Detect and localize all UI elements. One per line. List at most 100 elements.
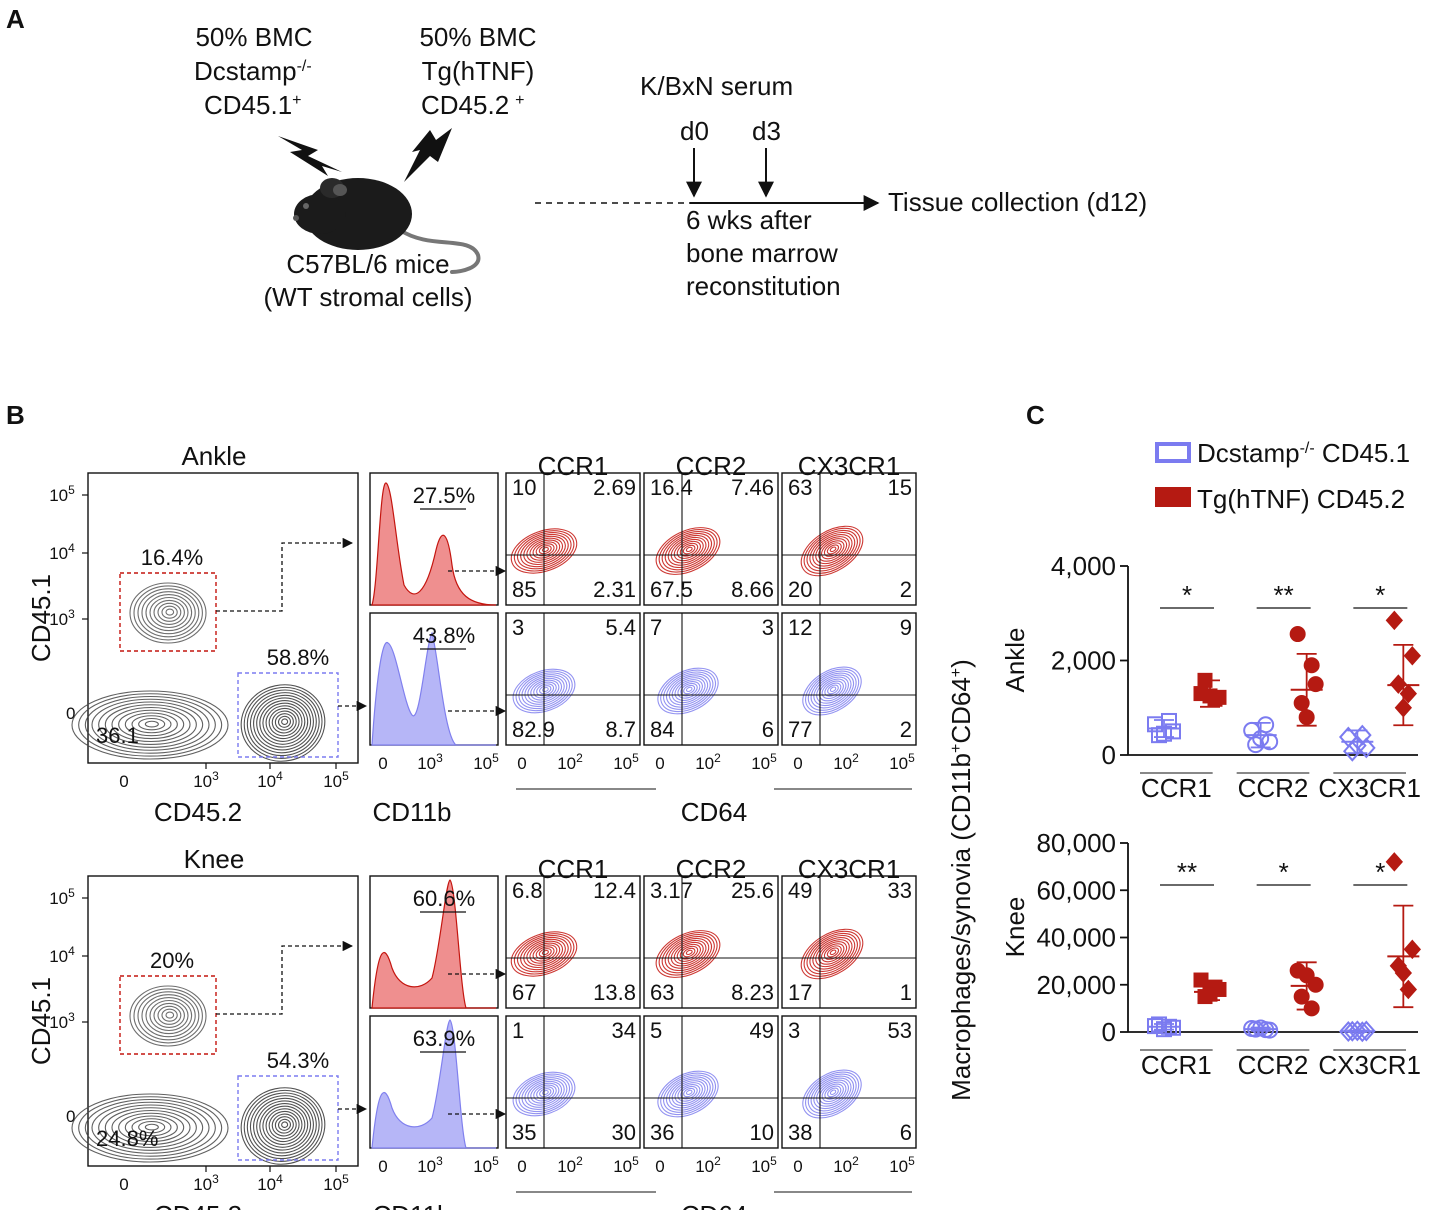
- knee-xtick-1-exp: 4: [276, 1172, 283, 1186]
- knee-quad-xtick-5: 105: [889, 1154, 915, 1176]
- legend-ko-sup: -/-: [1300, 440, 1315, 457]
- ankle-cd452-population-ring: [274, 713, 294, 731]
- knee-ytick-1-base: 10: [49, 947, 68, 966]
- ankle-cd451-population-ring: [129, 582, 207, 644]
- ankle-hist-xtick-3-exp: 3: [436, 751, 443, 765]
- ankle-hist-xtick-zero: 0: [378, 754, 387, 773]
- knee-quad-xtick-2-base: 10: [695, 1157, 714, 1176]
- ankle-negative-population-ring: [124, 712, 178, 737]
- ankle-quad-xtick-2-exp: 2: [576, 751, 583, 765]
- ankle-quad-lr: 6: [762, 717, 774, 742]
- knee-quad-xtick-5-base: 10: [613, 1157, 632, 1176]
- significance-mark: *: [1375, 580, 1385, 610]
- knee-cd451-population-ring: [153, 1002, 185, 1028]
- knee-quad-contour-ring: [541, 949, 549, 956]
- knee-ytick-2-exp: 3: [68, 1010, 75, 1024]
- ankle-quad-xtick-zero: 0: [793, 754, 802, 773]
- ankle-quad-ul: 10: [512, 475, 536, 500]
- knee-quad-frame: [643, 1015, 779, 1149]
- ankle-quad-contour-ring: [542, 686, 549, 693]
- knee-negative-population-ring: [78, 1096, 223, 1160]
- ankle-quad-contour-ring: [657, 667, 719, 715]
- knee-cd451-population-ring: [137, 991, 200, 1041]
- knee-quad-contour-ring: [685, 949, 693, 956]
- ankle-quad-frame: [643, 612, 779, 746]
- ankle-cd451-population-ring: [137, 588, 200, 638]
- donor2-line2: Tg(hTNF): [422, 56, 535, 86]
- knee-cd452-population-ring: [274, 1116, 294, 1134]
- ankle-cd452-population-ring: [271, 710, 297, 734]
- ankle-quad-xtick-5-exp: 5: [632, 751, 639, 765]
- knee-ytick-2: 103: [49, 1010, 75, 1032]
- knee-quad-xtick-zero: 0: [517, 1157, 526, 1176]
- knee-quad-lr: 30: [612, 1120, 636, 1145]
- ankle-quad-xtick-5-exp: 5: [908, 751, 915, 765]
- ankle-quad-contour-ring: [809, 531, 856, 570]
- ankle-quad-contour-ring: [806, 529, 858, 572]
- ankle-cd452-population-ring: [281, 718, 289, 725]
- ankle-quad-contour-ring: [671, 677, 706, 704]
- legend-ko-label: Dcstamp-/- CD45.1: [1197, 438, 1410, 468]
- knee-hist-xtick-5: 105: [473, 1154, 499, 1176]
- data-point: [1403, 646, 1422, 666]
- knee-cd452-population-ring: [268, 1110, 300, 1140]
- knee-quad-ur: 53: [888, 1018, 912, 1043]
- donor1-line1: 50% BMC: [195, 22, 312, 52]
- knee-cd451-population-ring: [149, 999, 189, 1032]
- chart-title-1: Knee: [1000, 897, 1030, 958]
- ankle-cd452-population-ring: [256, 697, 312, 748]
- knee-cd452-population-ring: [281, 1121, 289, 1128]
- ankle-quad-contour: [512, 668, 576, 714]
- ankle-quad-contour-ring: [812, 534, 853, 567]
- knee-quad-contour-ring: [683, 1087, 696, 1098]
- knee-quad-frame: [781, 875, 917, 1009]
- ankle-quad-contour-ring: [827, 684, 839, 695]
- knee-ytick-0: 105: [49, 886, 75, 908]
- ankle-quad-contour-ring: [670, 536, 707, 564]
- knee-hist-blue-curve: [371, 1019, 496, 1149]
- knee-negative-population-ring: [71, 1093, 229, 1163]
- data-point: [1298, 709, 1315, 726]
- ankle-quad-contour-ring: [524, 676, 565, 705]
- ankle-receptor-0: CCR1: [538, 451, 609, 481]
- ankle-quad-contour-ring: [685, 546, 693, 553]
- knee-cd451-population-ring: [157, 1005, 182, 1025]
- ankle-quad-contour-ring: [810, 672, 855, 709]
- recipient-line2: (WT stromal cells): [264, 282, 473, 312]
- donor1-marker-sup: +: [292, 92, 301, 109]
- legend-tg-label: Tg(hTNF) CD45.2: [1197, 484, 1405, 514]
- knee-hist-blue-pct: 63.9%: [413, 1026, 475, 1051]
- knee-quad-contour-ring: [661, 934, 715, 974]
- knee-cd452-axis: CD45.2: [154, 1200, 242, 1210]
- ankle-ytick-0: 105: [49, 483, 75, 505]
- data-point: [1156, 725, 1172, 742]
- ankle-cd451-population-ring: [153, 599, 185, 625]
- knee-quad-contour-ring: [521, 1077, 568, 1110]
- knee-xtick-zero: 0: [119, 1175, 128, 1194]
- significance-mark: **: [1177, 857, 1197, 887]
- ankle-cd452-population-ring: [265, 705, 303, 740]
- data-point: [1193, 972, 1209, 988]
- knee-gate-blue: [237, 1075, 339, 1161]
- lightning-bolt-left-icon: [278, 136, 342, 176]
- data-point: [1293, 695, 1310, 712]
- data-point: [1156, 1021, 1172, 1038]
- ankle-quad-contour-ring: [683, 684, 696, 695]
- ankle-quad-xtick-2-exp: 2: [714, 751, 721, 765]
- ankle-negative-population-ring: [98, 701, 204, 748]
- data-point: [1161, 712, 1177, 729]
- knee-quad-contour-ring: [670, 939, 707, 967]
- ankle-quad-contour-ring: [821, 540, 845, 560]
- data-point: [1252, 1019, 1270, 1037]
- ankle-hist-red-pct: 27.5%: [413, 483, 475, 508]
- knee-quad-contour-ring: [821, 1083, 844, 1103]
- knee-quad-contour: [510, 931, 578, 977]
- data-point: [1356, 1020, 1376, 1042]
- ankle-quad-contour: [655, 527, 721, 575]
- ankle-quad-ul: 16.4: [650, 475, 693, 500]
- ankle-xtick-1-base: 10: [257, 772, 276, 791]
- knee-quad-ul: 3: [788, 1018, 800, 1043]
- knee-quad-ul: 49: [788, 878, 812, 903]
- category-label: CX3CR1: [1318, 773, 1421, 803]
